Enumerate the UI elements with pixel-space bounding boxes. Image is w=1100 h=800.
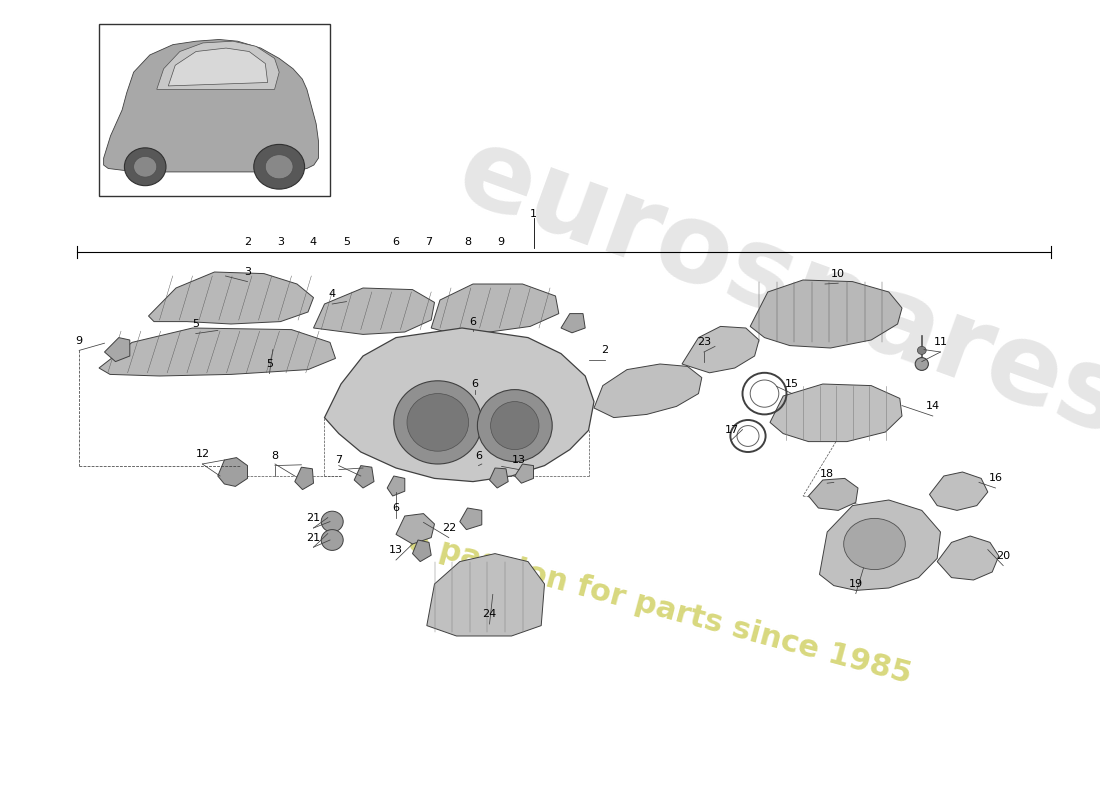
Polygon shape [148,272,314,324]
Text: 16: 16 [989,474,1002,483]
Text: 2: 2 [602,346,608,355]
Text: 4: 4 [329,290,336,299]
Text: 12: 12 [196,450,209,459]
Ellipse shape [477,390,552,462]
Polygon shape [99,328,336,376]
Text: 7: 7 [336,455,342,465]
Text: 22: 22 [442,523,455,533]
Text: 24: 24 [483,610,496,619]
Ellipse shape [321,530,343,550]
Text: 10: 10 [832,269,845,278]
Ellipse shape [491,402,539,450]
Polygon shape [594,364,702,418]
Polygon shape [561,314,585,333]
Polygon shape [354,466,374,488]
Text: 20: 20 [997,551,1010,561]
Polygon shape [156,41,279,90]
Text: 15: 15 [785,379,799,389]
Text: 5: 5 [343,238,350,247]
Text: 17: 17 [725,426,738,435]
Polygon shape [490,468,508,488]
Text: 6: 6 [470,317,476,326]
Polygon shape [295,467,313,490]
Text: 11: 11 [934,338,947,347]
Ellipse shape [737,426,759,446]
Text: 9: 9 [76,336,82,346]
Polygon shape [820,500,940,590]
Text: eurospares: eurospares [443,118,1100,458]
Polygon shape [218,458,248,486]
Ellipse shape [844,518,905,570]
Text: 1: 1 [530,210,537,219]
Polygon shape [412,540,431,562]
Text: 13: 13 [513,455,526,465]
Polygon shape [750,280,902,348]
Text: 8: 8 [464,238,471,247]
Text: 21: 21 [307,533,320,542]
Polygon shape [314,288,435,334]
Text: a passion for parts since 1985: a passion for parts since 1985 [406,527,914,689]
Text: 2: 2 [244,238,251,247]
Polygon shape [324,328,594,482]
Polygon shape [431,284,559,333]
Polygon shape [770,384,902,442]
Text: 18: 18 [821,469,834,478]
Text: 4: 4 [310,238,317,247]
Ellipse shape [133,157,156,177]
Polygon shape [682,326,759,373]
Ellipse shape [750,380,779,407]
Polygon shape [930,472,988,510]
Polygon shape [168,48,267,86]
Polygon shape [103,39,319,172]
Text: 23: 23 [697,338,711,347]
Text: 14: 14 [926,402,939,411]
Text: 8: 8 [272,451,278,461]
Text: 13: 13 [389,546,403,555]
Text: 6: 6 [393,503,399,513]
Polygon shape [427,554,544,636]
Ellipse shape [124,148,166,186]
Polygon shape [396,514,435,544]
Text: 7: 7 [426,238,432,247]
Ellipse shape [321,511,343,532]
Polygon shape [515,464,534,483]
Text: 3: 3 [277,238,284,247]
Ellipse shape [407,394,469,451]
Ellipse shape [915,358,928,370]
Ellipse shape [265,154,293,178]
Polygon shape [937,536,999,580]
Text: 6: 6 [475,451,482,461]
Ellipse shape [917,346,926,354]
Ellipse shape [394,381,482,464]
Polygon shape [387,476,405,496]
Bar [99,24,330,196]
Text: 9: 9 [497,238,504,247]
Polygon shape [460,508,482,530]
Text: 19: 19 [849,579,862,589]
Text: 6: 6 [393,238,399,247]
Text: 21: 21 [307,514,320,523]
Text: 3: 3 [244,267,251,277]
Polygon shape [808,478,858,510]
Ellipse shape [254,144,305,189]
Text: 5: 5 [266,359,273,369]
Text: 5: 5 [192,319,199,329]
Polygon shape [104,338,130,362]
Text: 6: 6 [472,379,478,389]
